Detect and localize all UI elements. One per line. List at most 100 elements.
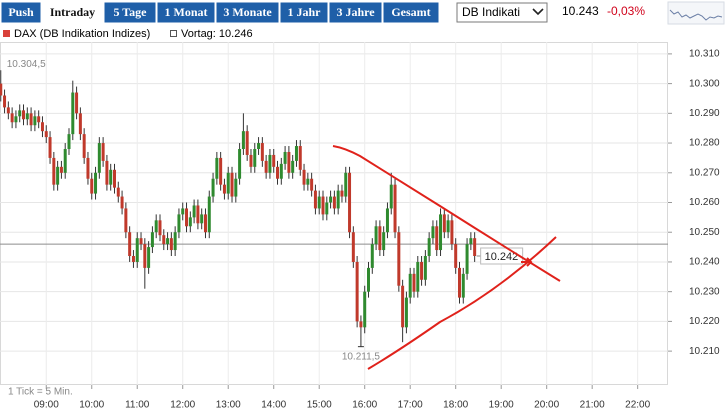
candle-body [94, 172, 98, 194]
candle-body [196, 205, 200, 224]
candle-body [408, 273, 412, 298]
candle-body [158, 220, 162, 236]
y-tick-label: 10.250 [689, 227, 720, 238]
toolbar-button-label[interactable]: Push [8, 5, 34, 19]
toolbar-button-label[interactable]: 3 Jahre [336, 5, 375, 19]
candle-body [219, 157, 223, 185]
toolbar-button-label[interactable]: Gesamt [391, 5, 430, 19]
y-tick-label: 10.300 [689, 78, 720, 89]
candle-body [313, 190, 317, 209]
candle-body [446, 220, 450, 233]
candle-body [154, 220, 158, 233]
price-marker-label: 10.242 [485, 251, 519, 263]
candle-body [416, 261, 420, 292]
candle-body [18, 110, 22, 117]
toolbar-button[interactable] [104, 2, 156, 23]
toolbar-button-label[interactable]: 1 Jahr [288, 5, 322, 19]
candle-body [306, 178, 310, 185]
candle-body [423, 256, 427, 280]
candle-body [22, 110, 26, 120]
candle-body [302, 169, 306, 185]
candle-body [109, 169, 113, 185]
toolbar-button[interactable] [383, 2, 439, 23]
mini-chart-line [669, 9, 723, 21]
candle-body [56, 166, 60, 185]
x-tick-label: 21:00 [580, 400, 605, 408]
trend-drawing [332, 145, 561, 370]
candle-body [253, 149, 257, 167]
toolbar-button-label[interactable]: 5 Tage [113, 5, 147, 19]
candle-body [203, 214, 207, 233]
candle-body [287, 151, 291, 173]
y-tick-label: 10.310 [689, 49, 720, 60]
candle-body [207, 196, 211, 233]
candle-body [272, 154, 276, 167]
candle-body [162, 235, 166, 245]
candle-body [442, 214, 446, 233]
toolbar-button[interactable] [280, 2, 328, 23]
candle-body [222, 184, 226, 194]
x-tick-label: 12:00 [170, 400, 195, 408]
candle-body [461, 273, 465, 298]
candle-body [67, 134, 71, 150]
toolbar-button[interactable] [1, 2, 41, 23]
candle-body [283, 151, 287, 164]
candle-body [393, 184, 397, 233]
candle-body [166, 238, 170, 245]
candle-body [86, 157, 90, 179]
candle-body [124, 208, 128, 233]
toolbar-button[interactable] [42, 2, 103, 23]
candle-body [401, 285, 405, 328]
candle-body [397, 232, 401, 286]
candle-body [465, 244, 469, 274]
candle-body [268, 154, 272, 173]
candle-body [192, 205, 196, 218]
select-arrow [532, 8, 544, 16]
select-box[interactable] [456, 2, 548, 23]
toolbar-button[interactable] [216, 2, 279, 23]
candle-body [90, 178, 94, 194]
x-tick-label: 20:00 [534, 400, 559, 408]
extreme-label: 10.304,5 [7, 59, 46, 70]
candle-body [385, 208, 389, 233]
candle-body [457, 267, 461, 298]
candle-body [128, 232, 132, 257]
toolbar-button[interactable] [329, 2, 382, 23]
mini-chart [667, 1, 725, 25]
mini-chart-frame [667, 1, 725, 25]
candle-body [378, 226, 382, 251]
candle-body [404, 297, 408, 328]
candle-body [147, 247, 151, 268]
candle-body [469, 238, 473, 245]
x-tick-label: 19:00 [489, 400, 514, 408]
candle-body [71, 92, 75, 135]
candle-body [329, 196, 333, 203]
candle-body [40, 122, 44, 132]
candle-body [181, 208, 185, 215]
candle-body [363, 291, 367, 328]
y-tick-label: 10.260 [689, 197, 720, 208]
x-tick-label: 10:00 [79, 400, 104, 408]
candle-body [454, 244, 458, 268]
y-tick-label: 10.240 [689, 257, 720, 268]
y-tick-label: 10.280 [689, 138, 720, 149]
candle-body [366, 267, 370, 292]
y-tick-label: 10.230 [689, 286, 720, 297]
candle-body [355, 261, 359, 322]
toolbar-button[interactable] [157, 2, 215, 23]
candle-body [427, 238, 431, 257]
candle-body [112, 169, 116, 188]
candle-body [473, 238, 477, 257]
legend-swatch [3, 30, 10, 37]
candle-body [359, 321, 363, 328]
toolbar-button-label[interactable]: 3 Monate [223, 5, 272, 19]
candle-body [116, 187, 120, 197]
toolbar-button-label[interactable]: Intraday [50, 5, 95, 19]
toolbar-button-label[interactable]: 1 Monat [165, 5, 208, 19]
candle-body [169, 238, 173, 251]
candle-body [439, 214, 443, 251]
candle-body [135, 238, 139, 262]
x-tick-label: 16:00 [352, 400, 377, 408]
candle-body [340, 190, 344, 197]
candle-body [435, 226, 439, 251]
